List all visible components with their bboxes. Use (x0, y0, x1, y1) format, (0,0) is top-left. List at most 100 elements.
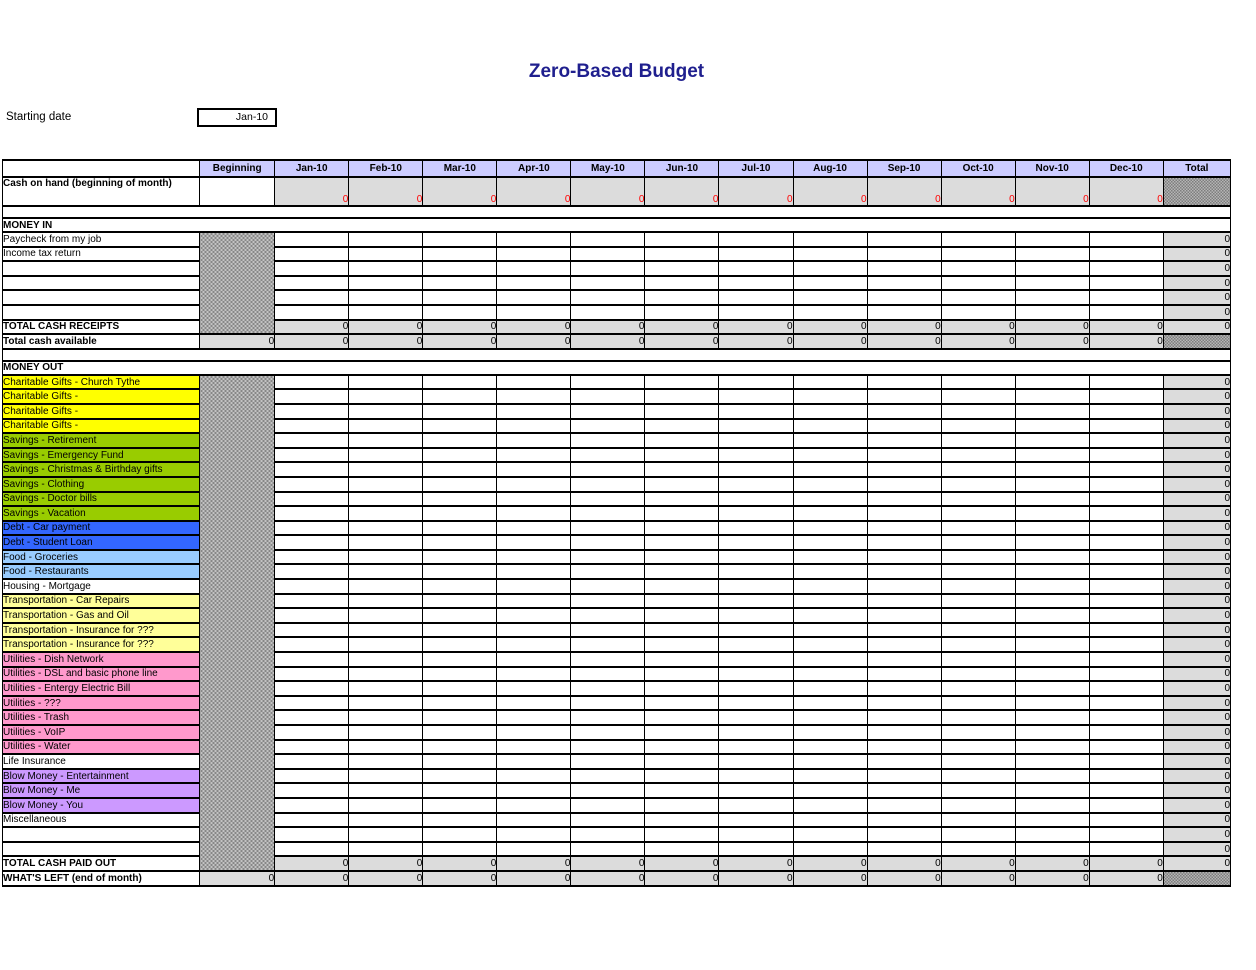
cell[interactable] (496, 840, 572, 858)
cell[interactable] (1088, 274, 1164, 292)
row-label[interactable]: Blow Money - You (1, 796, 201, 814)
cell[interactable] (1014, 534, 1090, 551)
cell[interactable] (570, 665, 646, 683)
cell[interactable] (644, 505, 720, 522)
cell[interactable] (940, 475, 1016, 493)
cell[interactable] (274, 592, 350, 610)
row-label-whats-left[interactable]: WHAT'S LEFT (end of month) (1, 869, 201, 887)
cell[interactable] (1088, 446, 1164, 464)
cell[interactable] (348, 738, 424, 756)
cell[interactable] (644, 694, 720, 712)
cell[interactable] (792, 592, 868, 610)
cell[interactable] (496, 373, 572, 391)
cell[interactable] (1014, 636, 1090, 654)
cell[interactable]: 0 (1088, 869, 1164, 887)
row-label[interactable]: Food - Restaurants (1, 563, 201, 581)
row-label[interactable]: Charitable Gifts - (1, 417, 201, 435)
cell-total[interactable]: 0 (1162, 490, 1232, 508)
column-header[interactable]: Jun-10 (644, 159, 720, 178)
cell[interactable] (348, 680, 424, 697)
cell[interactable] (274, 260, 350, 277)
cell[interactable] (792, 724, 868, 741)
cell[interactable] (792, 651, 868, 668)
cell[interactable] (792, 402, 868, 420)
cell[interactable] (496, 621, 572, 639)
cell[interactable] (348, 461, 424, 478)
cell[interactable] (1014, 417, 1090, 435)
cell[interactable] (1088, 680, 1164, 697)
cell[interactable] (940, 373, 1016, 391)
cell[interactable] (496, 519, 572, 537)
cell[interactable] (644, 490, 720, 508)
cell-total[interactable]: 0 (1162, 840, 1232, 858)
cell[interactable] (792, 388, 868, 405)
row-label[interactable] (1, 274, 201, 292)
cell[interactable] (644, 680, 720, 697)
cell[interactable] (718, 811, 794, 829)
cell[interactable]: 0 (570, 869, 646, 887)
cell[interactable] (348, 607, 424, 624)
cell[interactable] (1014, 826, 1090, 843)
cell[interactable] (1014, 490, 1090, 508)
cell[interactable] (792, 782, 868, 799)
cell[interactable] (496, 767, 572, 785)
cell[interactable] (940, 709, 1016, 726)
cell[interactable] (496, 709, 572, 726)
cell[interactable] (422, 796, 498, 814)
cell[interactable] (1088, 782, 1164, 799)
cell[interactable]: 0 (792, 176, 868, 207)
cell-total[interactable]: 0 (1162, 738, 1232, 756)
row-label[interactable]: Life Insurance (1, 753, 201, 770)
cell[interactable]: 0 (348, 176, 424, 207)
cell[interactable] (422, 461, 498, 478)
row-label[interactable]: Food - Groceries (1, 548, 201, 566)
cell[interactable]: 0 (422, 176, 498, 207)
cell[interactable] (348, 303, 424, 321)
cell-total[interactable]: 0 (1162, 563, 1232, 581)
cell[interactable] (422, 373, 498, 391)
cell[interactable] (1088, 534, 1164, 551)
cell[interactable]: 0 (792, 333, 868, 350)
cell-total[interactable]: 0 (1162, 767, 1232, 785)
cell[interactable] (718, 260, 794, 277)
column-header[interactable]: Apr-10 (496, 159, 572, 178)
cell[interactable] (1014, 753, 1090, 770)
cell[interactable] (348, 563, 424, 581)
row-label[interactable]: Paycheck from my job (1, 231, 201, 248)
cell[interactable] (274, 738, 350, 756)
cell[interactable] (644, 796, 720, 814)
cell[interactable] (644, 402, 720, 420)
row-label[interactable]: Miscellaneous (1, 811, 201, 829)
cell[interactable] (570, 402, 646, 420)
cell[interactable] (940, 505, 1016, 522)
cell[interactable]: 0 (866, 318, 942, 336)
cell-total[interactable]: 0 (1162, 855, 1232, 872)
cell[interactable] (1088, 607, 1164, 624)
cell[interactable] (348, 432, 424, 449)
cell[interactable] (422, 592, 498, 610)
cell[interactable] (644, 840, 720, 858)
column-header[interactable]: Dec-10 (1088, 159, 1164, 178)
cell[interactable]: 0 (274, 869, 350, 887)
cell[interactable] (792, 461, 868, 478)
row-label[interactable]: Transportation - Car Repairs (1, 592, 201, 610)
cell[interactable] (274, 373, 350, 391)
cell[interactable] (348, 651, 424, 668)
cell[interactable] (274, 534, 350, 551)
cell[interactable] (348, 373, 424, 391)
row-label[interactable]: Utilities - ??? (1, 694, 201, 712)
cell[interactable] (1088, 402, 1164, 420)
cell[interactable] (1014, 475, 1090, 493)
cell[interactable]: 0 (1014, 318, 1090, 336)
cell[interactable] (718, 607, 794, 624)
cell[interactable] (940, 388, 1016, 405)
cell[interactable] (1088, 505, 1164, 522)
cell[interactable] (644, 636, 720, 654)
cell[interactable] (1088, 490, 1164, 508)
cell[interactable] (570, 621, 646, 639)
cell[interactable]: 0 (570, 855, 646, 872)
cell[interactable] (1088, 475, 1164, 493)
cell[interactable] (1014, 665, 1090, 683)
cell[interactable] (348, 767, 424, 785)
cell[interactable] (1014, 461, 1090, 478)
